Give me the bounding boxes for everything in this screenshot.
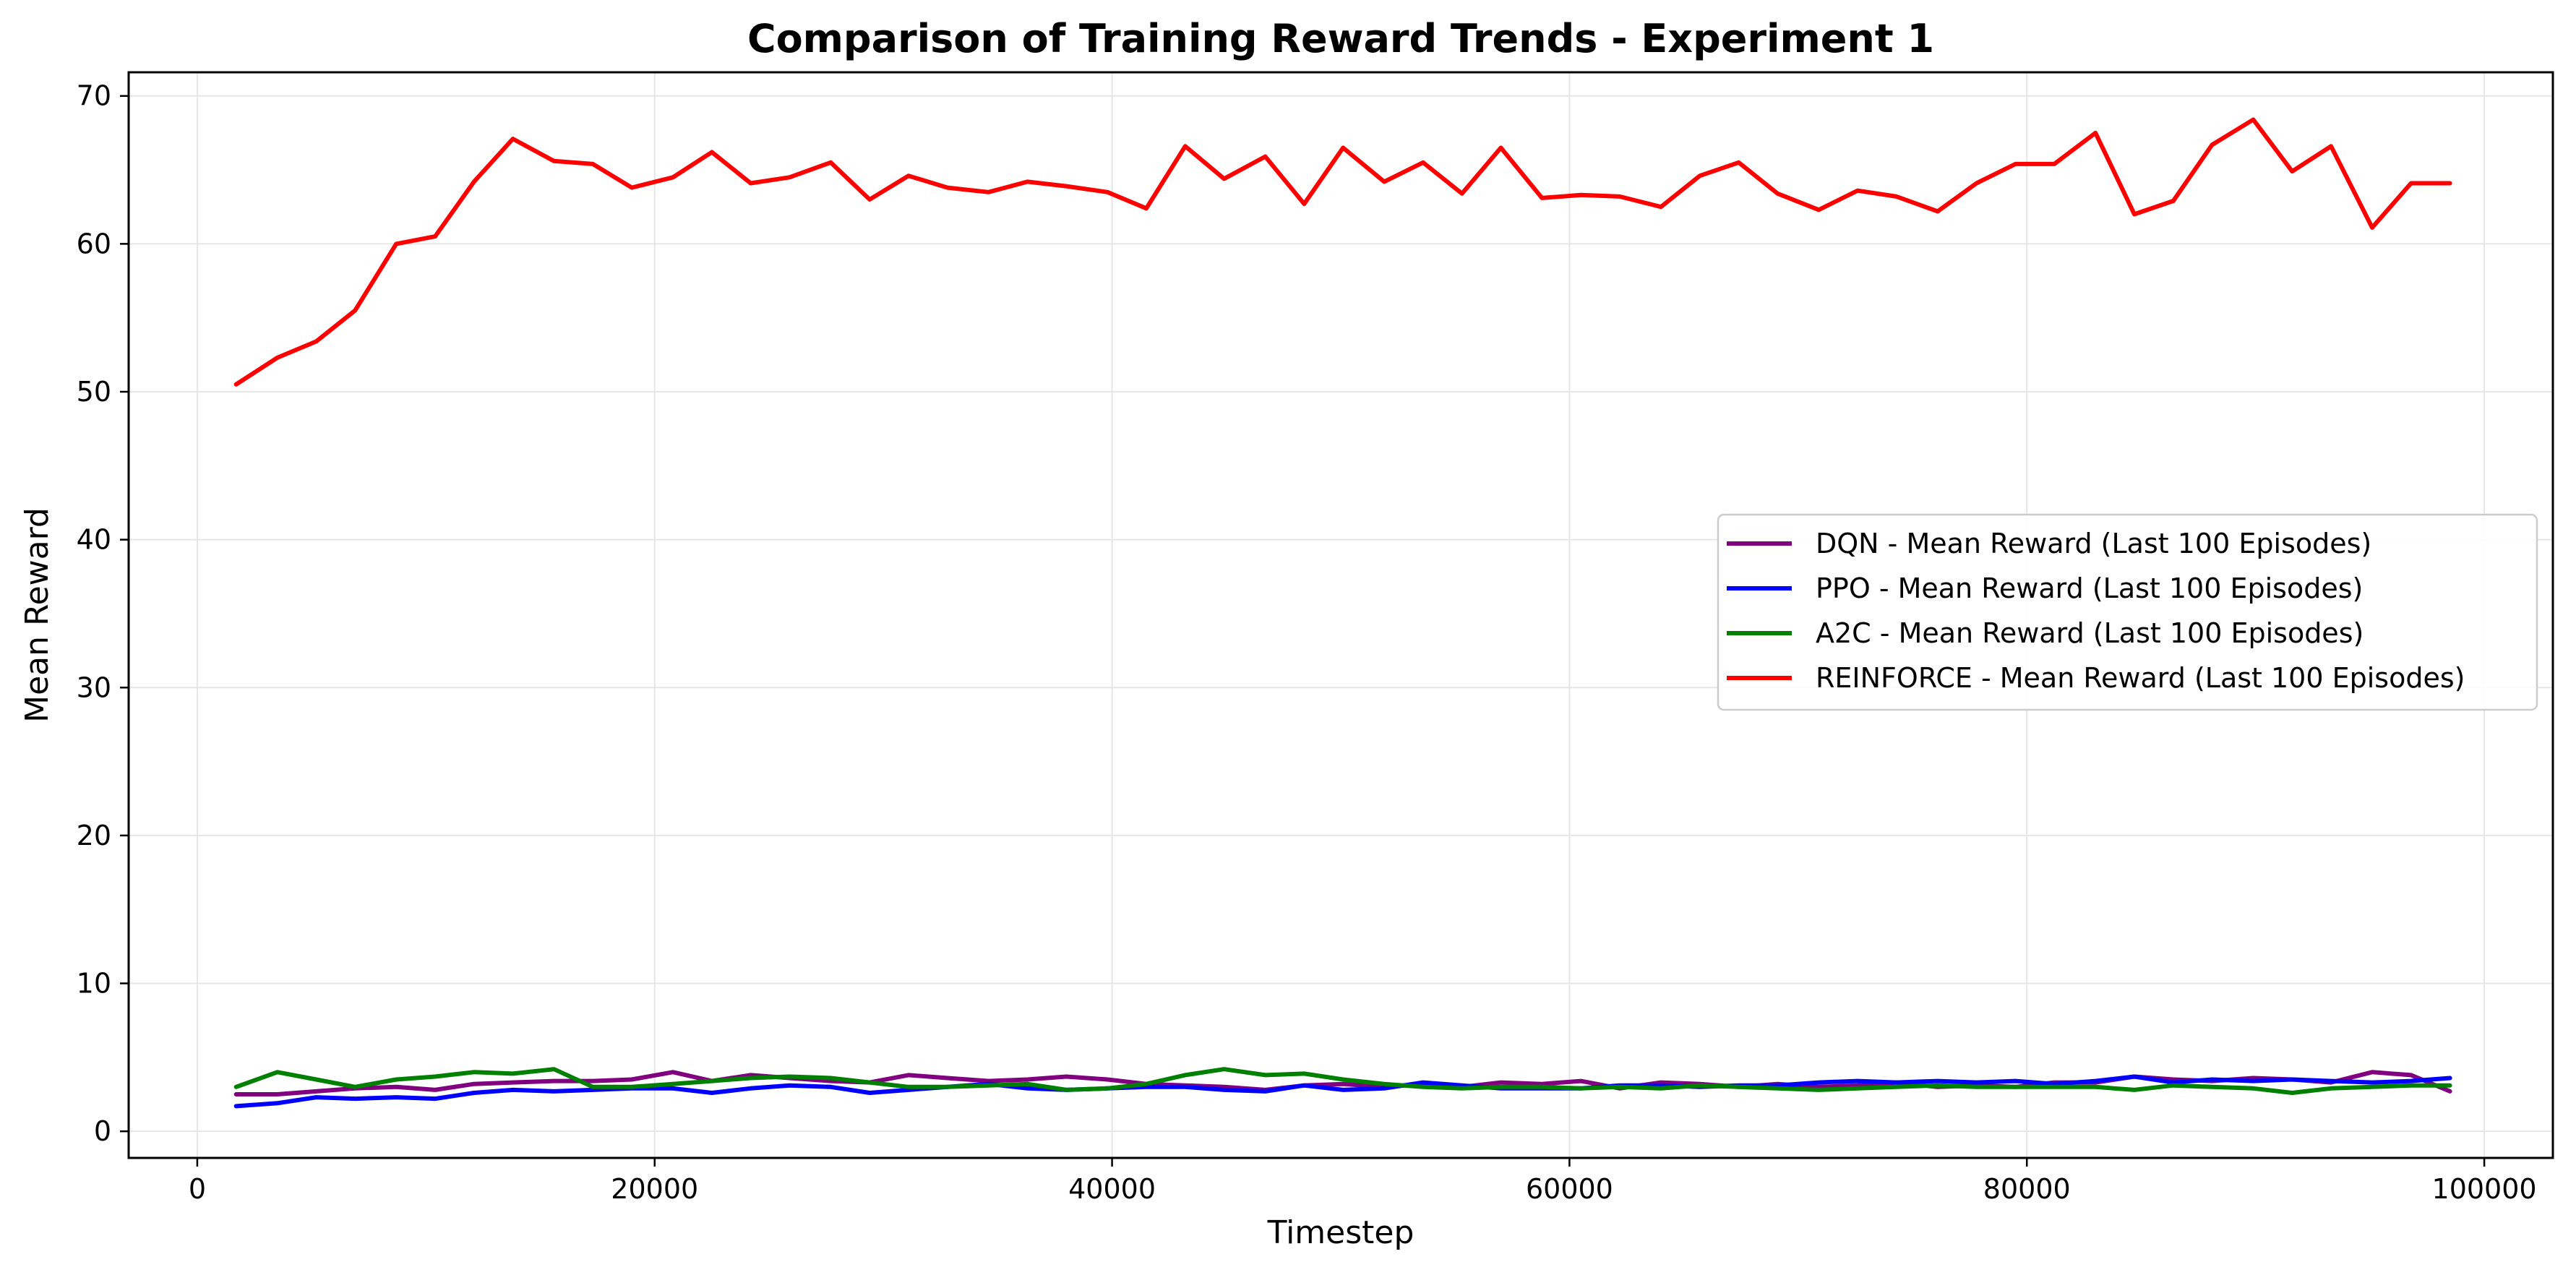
legend-entry: PPO - Mean Reward (Last 100 Episodes) [1816,572,2363,604]
x-tick-label: 20000 [611,1173,698,1205]
y-tick-label: 60 [77,228,111,259]
series-line-2 [233,1067,2452,1095]
legend-entry: REINFORCE - Mean Reward (Last 100 Episod… [1816,662,2465,694]
x-tick-label: 40000 [1068,1173,1156,1205]
legend-box [1717,513,2538,711]
x-tick-label: 80000 [1983,1173,2071,1205]
y-tick-label: 10 [77,968,111,1000]
chart-title: Comparison of Training Reward Trends - E… [747,16,1934,61]
x-tick-label: 60000 [1526,1173,1613,1205]
y-tick-label: 20 [77,820,111,851]
series-line-3 [233,117,2452,387]
x-tick-label: 0 [189,1173,206,1205]
x-tick-label: 100000 [2432,1173,2537,1205]
series-line-1 [233,1074,2452,1109]
y-axis-label: Mean Reward [19,507,56,723]
x-axis-label: Timestep [1267,1214,1414,1251]
series-layer [233,117,2452,1109]
y-tick-label: 40 [77,524,111,556]
plot-frame [127,71,2554,1159]
y-tick-label: 0 [94,1115,111,1147]
legend-entry: DQN - Mean Reward (Last 100 Episodes) [1816,528,2371,559]
y-tick-label: 70 [77,80,111,112]
legend: DQN - Mean Reward (Last 100 Episodes) PPO… [1717,513,2538,711]
legend-entry: A2C - Mean Reward (Last 100 Episodes) [1816,617,2364,649]
y-tick-label: 50 [77,376,111,408]
ticks: 0 20000 40000 60000 80000 100000 0 10 20 30 40 50 60… [77,80,2537,1205]
y-tick-label: 30 [77,671,111,703]
